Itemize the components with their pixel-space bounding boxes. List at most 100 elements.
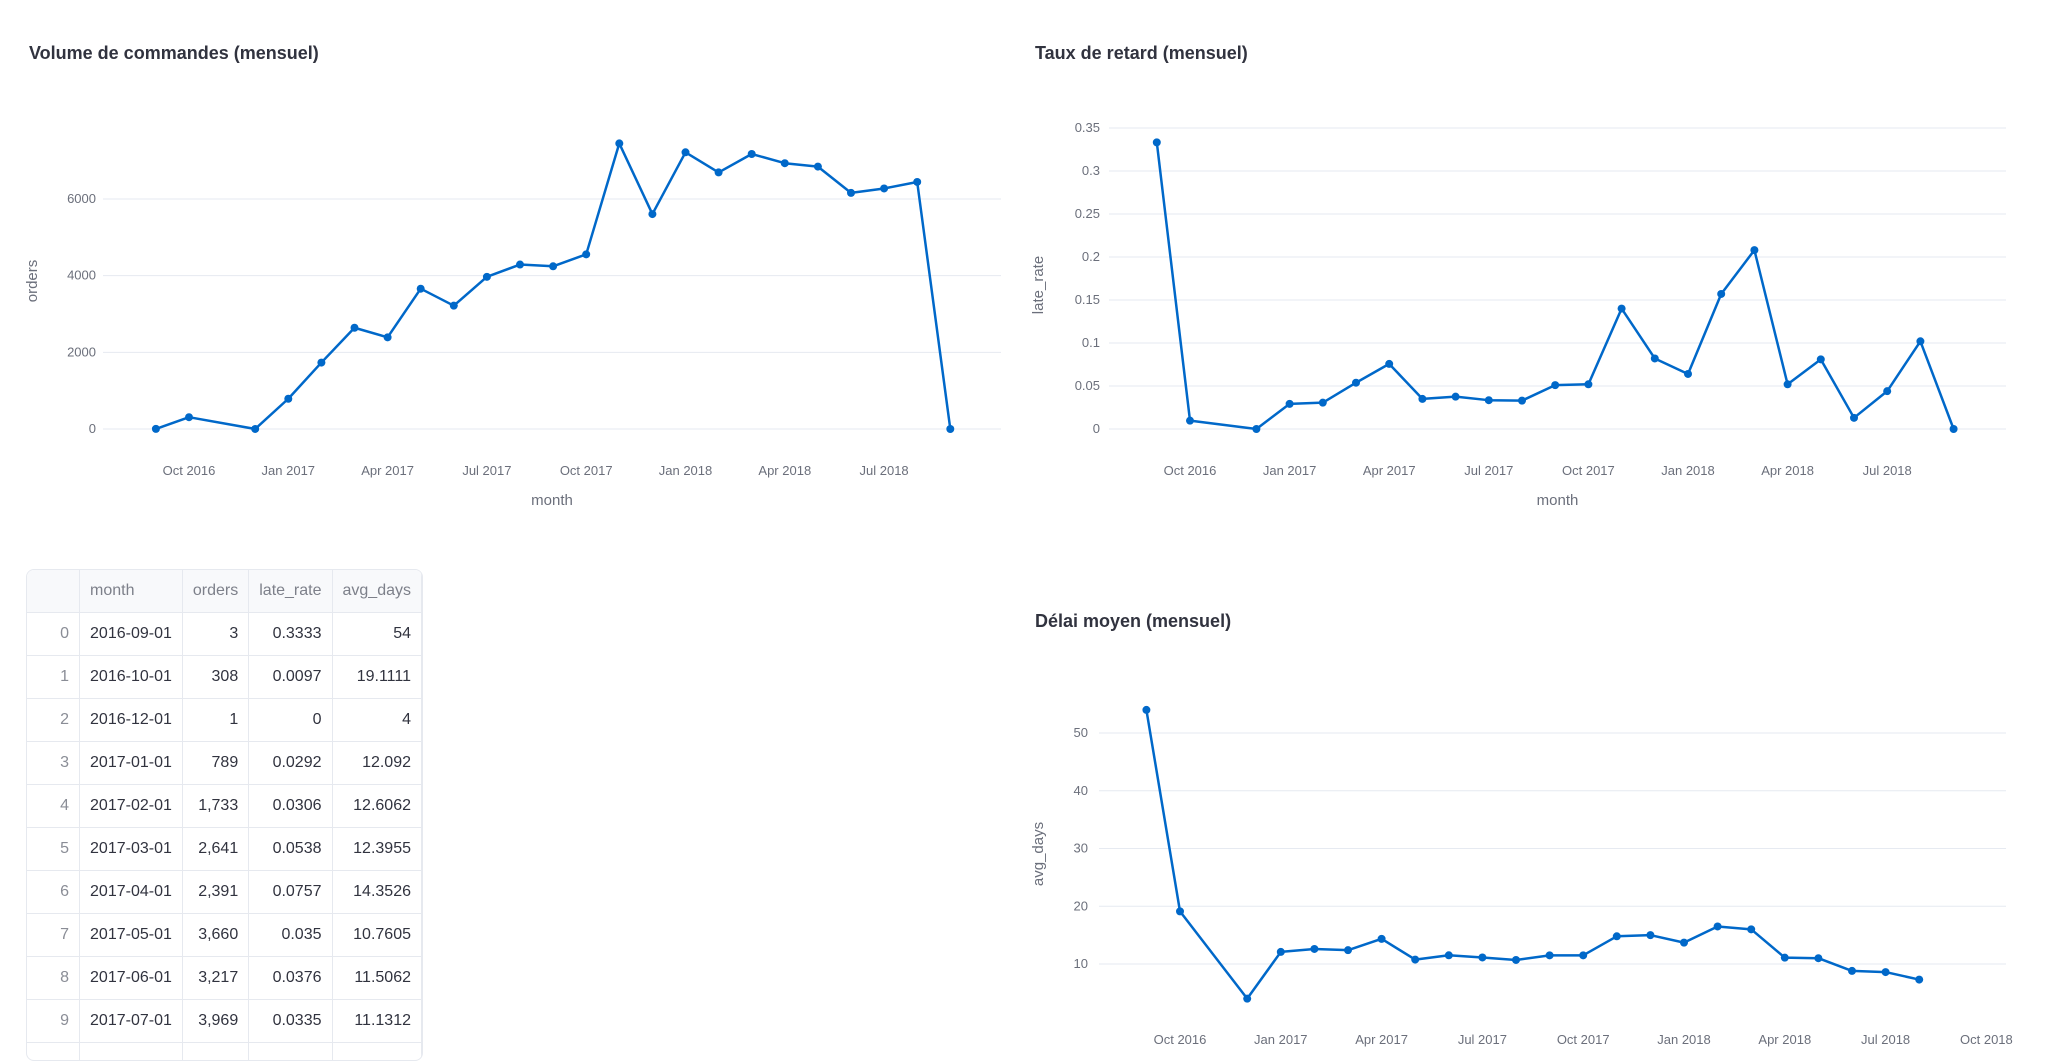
column-header[interactable]: avg_days (332, 570, 422, 613)
column-header[interactable] (27, 570, 80, 613)
data-point (1750, 246, 1758, 254)
y-tick-label: 50 (1074, 725, 1088, 740)
data-point (1319, 399, 1327, 407)
y-tick-label: 0.3 (1082, 163, 1100, 178)
table-cell: 2017-04-01 (80, 871, 183, 914)
x-tick-label: Oct 2018 (1960, 1032, 2013, 1047)
data-point (880, 184, 888, 192)
table-cell: 3,969 (182, 1000, 248, 1043)
data-point (549, 262, 557, 270)
y-tick-label: 0.15 (1075, 292, 1100, 307)
row-index: 0 (27, 613, 80, 656)
table-cell: 0 (249, 699, 332, 742)
data-point (284, 395, 292, 403)
table-cell: 10.7605 (332, 914, 422, 957)
series-line (1146, 710, 1919, 999)
x-tick-label: Jul 2018 (1863, 463, 1912, 478)
data-point (946, 425, 954, 433)
data-point (1646, 931, 1654, 939)
data-point (1714, 922, 1722, 930)
y-tick-label: 0 (1093, 421, 1100, 436)
column-header[interactable]: late_rate (249, 570, 332, 613)
data-point (351, 324, 359, 332)
y-tick-label: 40 (1074, 783, 1088, 798)
x-tick-label: Apr 2018 (758, 463, 811, 478)
table-cell: 2,641 (182, 828, 248, 871)
x-tick-label: Apr 2017 (1363, 463, 1416, 478)
data-point (1452, 393, 1460, 401)
data-point (1512, 956, 1520, 964)
table-cell: 0.0376 (249, 957, 332, 1000)
row-index: 5 (27, 828, 80, 871)
data-point (1277, 948, 1285, 956)
data-point (1848, 967, 1856, 975)
table-cell: 0.3333 (249, 613, 332, 656)
table-cell (80, 1043, 183, 1061)
data-point (1551, 381, 1559, 389)
table-cell: 12.092 (332, 742, 422, 785)
y-tick-label: 0.25 (1075, 206, 1100, 221)
y-tick-label: 0 (89, 421, 96, 436)
table-cell: 3 (182, 613, 248, 656)
x-tick-label: Apr 2018 (1758, 1032, 1811, 1047)
column-header[interactable]: month (80, 570, 183, 613)
data-point (1286, 400, 1294, 408)
row-index: 9 (27, 1000, 80, 1043)
data-point (1478, 953, 1486, 961)
x-tick-label: Jan 2018 (1661, 463, 1715, 478)
data-point (251, 425, 259, 433)
data-point (1518, 397, 1526, 405)
data-point (1584, 380, 1592, 388)
y-tick-label: 6000 (67, 191, 96, 206)
y-tick-label: 0.35 (1075, 120, 1100, 135)
data-point (615, 139, 623, 147)
table-cell: 2017-05-01 (80, 914, 183, 957)
x-tick-label: Apr 2017 (1355, 1032, 1408, 1047)
table-cell: 3,660 (182, 914, 248, 957)
data-point (1618, 305, 1626, 313)
x-tick-label: Apr 2018 (1761, 463, 1814, 478)
x-tick-label: Oct 2016 (1154, 1032, 1207, 1047)
row-index: 1 (27, 656, 80, 699)
data-point (1781, 954, 1789, 962)
table-cell: 2016-12-01 (80, 699, 183, 742)
x-tick-label: Jan 2017 (1263, 463, 1317, 478)
row-index: 4 (27, 785, 80, 828)
y-axis-label: orders (24, 260, 41, 303)
data-point (185, 413, 193, 421)
table-row[interactable] (27, 1043, 422, 1061)
data-point (913, 178, 921, 186)
table-cell: 2017-07-01 (80, 1000, 183, 1043)
table-cell: 1 (182, 699, 248, 742)
table-cell: 19.1111 (332, 656, 422, 699)
table-cell: 11.1312 (332, 1000, 422, 1043)
data-point (1747, 925, 1755, 933)
data-point (450, 302, 458, 310)
x-tick-label: Oct 2017 (1557, 1032, 1610, 1047)
data-point (417, 285, 425, 293)
row-index: 8 (27, 957, 80, 1000)
x-tick-label: Jul 2017 (1464, 463, 1513, 478)
data-point (1950, 425, 1958, 433)
data-point (1310, 945, 1318, 953)
data-point (1915, 976, 1923, 984)
column-header[interactable]: orders (182, 570, 248, 613)
table-cell: 2016-09-01 (80, 613, 183, 656)
x-tick-label: Jul 2018 (860, 463, 909, 478)
table-cell (182, 1043, 248, 1061)
data-point (1784, 380, 1792, 388)
data-point (1142, 706, 1150, 714)
table-cell: 12.3955 (332, 828, 422, 871)
table-cell: 54 (332, 613, 422, 656)
